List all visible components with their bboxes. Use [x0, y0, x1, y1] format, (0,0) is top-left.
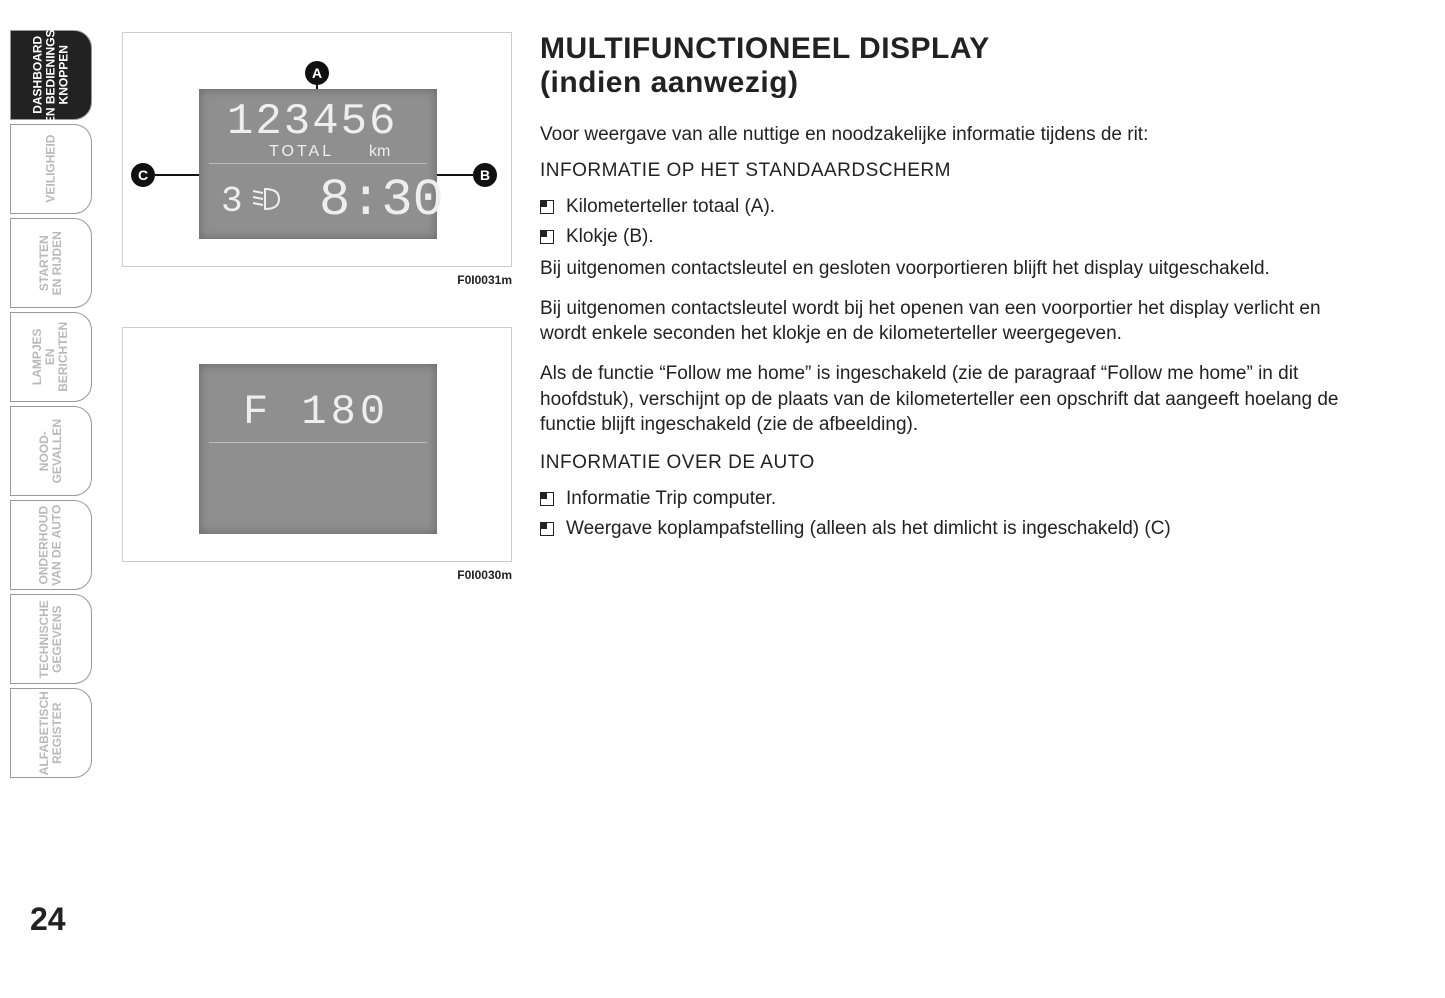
tab-label: STARTEN EN RIJDEN [38, 231, 64, 295]
paragraph: Bij uitgenomen contactsleutel en geslote… [540, 256, 1340, 282]
tab-label: NOOD- GEVALLEN [38, 419, 64, 483]
tab-starten[interactable]: STARTEN EN RIJDEN [10, 218, 92, 308]
figure-2-caption: F0I0030m [122, 568, 512, 582]
bullet-icon [540, 200, 554, 214]
bullet-text: Weergave koplampafstelling (alleen als h… [566, 518, 1171, 540]
callout-c: C [131, 163, 155, 187]
tab-label: TECHNISCHE GEGEVENS [38, 600, 64, 678]
divider [209, 442, 427, 443]
tab-technische[interactable]: TECHNISCHE GEGEVENS [10, 594, 92, 684]
heading-line-2: (indien aanwezig) [540, 66, 799, 99]
lcd-display-2: F 180 [199, 364, 437, 534]
heading-line-1: MULTIFUNCTIONEEL DISPLAY [540, 32, 990, 65]
bullet-icon [540, 492, 554, 506]
tab-label: ONDERHOUD VAN DE AUTO [38, 504, 64, 585]
page-number: 24 [30, 901, 66, 938]
callout-a: A [305, 61, 329, 85]
tab-noodgevallen[interactable]: NOOD- GEVALLEN [10, 406, 92, 496]
subhead-2: INFORMATIE OVER DE AUTO [540, 452, 1340, 474]
callout-b: B [473, 163, 497, 187]
headlamp-icon [251, 185, 283, 213]
tab-dashboard[interactable]: DASHBOARD EN BEDIENINGS- KNOPPEN [10, 30, 92, 120]
bullet-text: Kilometerteller totaal (A). [566, 196, 775, 218]
headlamp-level: 3 [221, 181, 245, 222]
bullet-icon [540, 230, 554, 244]
tab-label: VEILIGHEID [44, 135, 57, 203]
paragraph: Bij uitgenomen contactsleutel wordt bij … [540, 296, 1340, 347]
figure-2: F 180 [122, 327, 512, 562]
tab-onderhoud[interactable]: ONDERHOUD VAN DE AUTO [10, 500, 92, 590]
unit-label: km [369, 143, 390, 161]
sidebar-tabs: DASHBOARD EN BEDIENINGS- KNOPPEN VEILIGH… [10, 30, 92, 778]
tab-veiligheid[interactable]: VEILIGHEID [10, 124, 92, 214]
tab-label: LAMPJES EN BERICHTEN [31, 322, 71, 392]
bullet-item: Kilometerteller totaal (A). [540, 196, 1340, 218]
bullet-text: Klokje (B). [566, 226, 654, 248]
bullet-icon [540, 522, 554, 536]
tab-lampjes[interactable]: LAMPJES EN BERICHTEN [10, 312, 92, 402]
bullet-item: Informatie Trip computer. [540, 488, 1340, 510]
main-content: MULTIFUNCTIONEEL DISPLAY (indien aanwezi… [540, 32, 1340, 548]
bullet-item: Weergave koplampafstelling (alleen als h… [540, 518, 1340, 540]
leader-c [155, 174, 199, 176]
figures-column: A B C 123456 TOTAL km 3 8:30 F0I0031m F … [122, 32, 512, 610]
paragraph: Als de functie “Follow me home” is inges… [540, 361, 1340, 438]
lcd-display-1: 123456 TOTAL km 3 8:30 [199, 89, 437, 239]
subhead-1: INFORMATIE OP HET STANDAARDSCHERM [540, 160, 1340, 182]
odometer-value: 123456 [227, 97, 397, 147]
figure-1-caption: F0I0031m [122, 273, 512, 287]
page-title: MULTIFUNCTIONEEL DISPLAY (indien aanwezi… [540, 32, 1340, 100]
tab-label: DASHBOARD EN BEDIENINGS- KNOPPEN [31, 26, 71, 125]
bullet-text: Informatie Trip computer. [566, 488, 776, 510]
intro-text: Voor weergave van alle nuttige en noodza… [540, 124, 1340, 146]
figure-1: A B C 123456 TOTAL km 3 8:30 [122, 32, 512, 267]
tab-label: ALFABETISCH REGISTER [38, 691, 64, 775]
bullet-item: Klokje (B). [540, 226, 1340, 248]
total-label: TOTAL [269, 143, 334, 161]
tab-register[interactable]: ALFABETISCH REGISTER [10, 688, 92, 778]
follow-me-value: F 180 [243, 388, 389, 436]
divider [209, 163, 427, 164]
clock-value: 8:30 [319, 171, 444, 230]
